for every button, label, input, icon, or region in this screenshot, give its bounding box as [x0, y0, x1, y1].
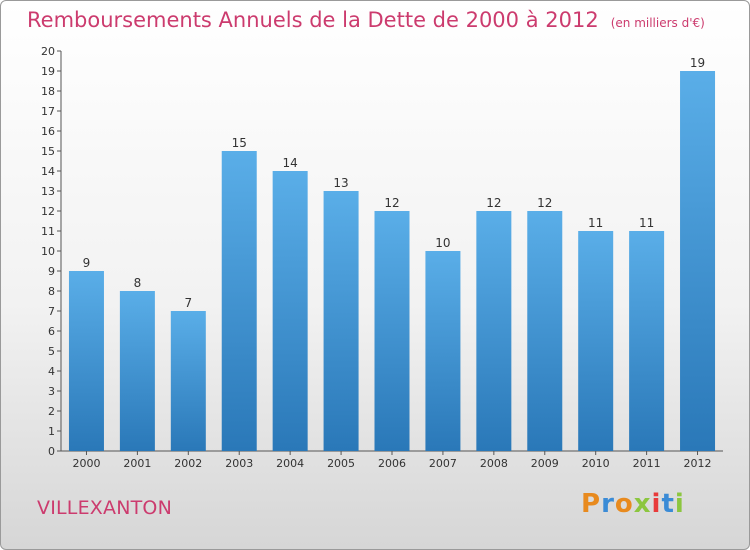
data-label: 11	[588, 216, 603, 230]
y-tick-label: 18	[41, 85, 55, 98]
data-label: 8	[134, 276, 142, 290]
bar-2007	[425, 251, 461, 451]
data-label: 14	[283, 156, 298, 170]
y-tick-label: 4	[48, 365, 55, 378]
x-tick-label: 2007	[429, 457, 457, 470]
bar-2005	[323, 191, 359, 451]
bar-2002	[170, 311, 206, 451]
chart-title: Remboursements Annuels de la Dette de 20…	[27, 8, 705, 32]
data-label: 12	[537, 196, 552, 210]
bar-2008	[476, 211, 512, 451]
bar-2004	[272, 171, 308, 451]
logo-letter: i	[674, 489, 685, 519]
x-tick-label: 2008	[480, 457, 508, 470]
bar-2003	[221, 151, 257, 451]
commune-name: VILLEXANTON	[37, 497, 172, 519]
data-label: 12	[486, 196, 501, 210]
bar-2011	[629, 231, 665, 451]
bar-2012	[680, 71, 716, 451]
y-tick-label: 7	[48, 305, 55, 318]
title-text: Remboursements Annuels de la Dette de 20…	[27, 8, 599, 32]
bar-2000	[68, 271, 104, 451]
y-tick-label: 8	[48, 285, 55, 298]
chart-bars	[68, 71, 716, 451]
data-label: 13	[333, 176, 348, 190]
logo-letter: r	[601, 489, 615, 519]
x-tick-label: 2006	[378, 457, 406, 470]
x-tick-label: 2000	[72, 457, 100, 470]
proxiti-logo: Proxiti	[581, 489, 685, 519]
y-tick-label: 12	[41, 205, 55, 218]
logo-letter: t	[661, 489, 675, 519]
data-label: 9	[83, 256, 91, 270]
y-tick-label: 1	[48, 425, 55, 438]
data-label: 12	[384, 196, 399, 210]
logo-letter: o	[614, 489, 634, 519]
y-tick-label: 13	[41, 185, 55, 198]
y-tick-label: 17	[41, 105, 55, 118]
data-label: 19	[690, 56, 705, 70]
bar-2009	[527, 211, 563, 451]
bar-2006	[374, 211, 410, 451]
y-tick-label: 2	[48, 405, 55, 418]
data-label: 11	[639, 216, 654, 230]
x-tick-label: 2010	[582, 457, 610, 470]
x-tick-label: 2011	[633, 457, 661, 470]
y-tick-label: 15	[41, 145, 55, 158]
x-tick-label: 2009	[531, 457, 559, 470]
y-tick-label: 20	[41, 45, 55, 58]
y-tick-label: 11	[41, 225, 55, 238]
x-tick-label: 2004	[276, 457, 304, 470]
logo-letter: P	[581, 489, 602, 519]
y-tick-label: 3	[48, 385, 55, 398]
logo-letter: i	[651, 489, 662, 519]
y-tick-label: 14	[41, 165, 55, 178]
data-label: 7	[184, 296, 192, 310]
y-tick-label: 16	[41, 125, 55, 138]
x-tick-label: 2002	[174, 457, 202, 470]
chart-labels: 2000 9 2001 8 2002 7 2003 15 2004 14 2005 13 2006 12 2…	[72, 56, 711, 470]
x-tick-label: 2005	[327, 457, 355, 470]
x-tick-label: 2012	[684, 457, 712, 470]
y-tick-label: 19	[41, 65, 55, 78]
y-tick-label: 10	[41, 245, 55, 258]
logo-letter: x	[633, 489, 652, 519]
bar-2010	[578, 231, 614, 451]
y-tick-label: 5	[48, 345, 55, 358]
data-label: 15	[232, 136, 247, 150]
x-tick-label: 2003	[225, 457, 253, 470]
data-label: 10	[435, 236, 450, 250]
y-tick-label: 0	[48, 445, 55, 458]
bar-2001	[119, 291, 155, 451]
y-tick-label: 6	[48, 325, 55, 338]
title-unit: (en milliers d'€)	[610, 16, 705, 30]
x-tick-label: 2001	[123, 457, 151, 470]
y-tick-label: 9	[48, 265, 55, 278]
